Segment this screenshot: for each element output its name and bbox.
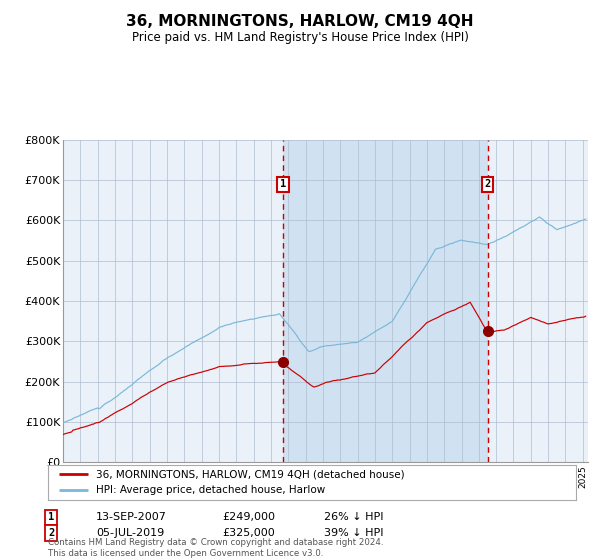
Text: 39% ↓ HPI: 39% ↓ HPI bbox=[324, 528, 383, 538]
Text: £249,000: £249,000 bbox=[222, 512, 275, 522]
Text: Price paid vs. HM Land Registry's House Price Index (HPI): Price paid vs. HM Land Registry's House … bbox=[131, 31, 469, 44]
Text: 1: 1 bbox=[280, 179, 286, 189]
Text: 05-JUL-2019: 05-JUL-2019 bbox=[96, 528, 164, 538]
Text: 36, MORNINGTONS, HARLOW, CM19 4QH: 36, MORNINGTONS, HARLOW, CM19 4QH bbox=[126, 14, 474, 29]
Bar bbox=[283, 140, 488, 462]
Text: 2: 2 bbox=[485, 179, 491, 189]
Text: 13-SEP-2007: 13-SEP-2007 bbox=[96, 512, 167, 522]
Text: 26% ↓ HPI: 26% ↓ HPI bbox=[324, 512, 383, 522]
Text: 2: 2 bbox=[48, 528, 54, 538]
Text: £325,000: £325,000 bbox=[222, 528, 275, 538]
Text: HPI: Average price, detached house, Harlow: HPI: Average price, detached house, Harl… bbox=[95, 485, 325, 495]
Text: Contains HM Land Registry data © Crown copyright and database right 2024.
This d: Contains HM Land Registry data © Crown c… bbox=[48, 538, 383, 558]
Text: 1: 1 bbox=[48, 512, 54, 522]
Text: 36, MORNINGTONS, HARLOW, CM19 4QH (detached house): 36, MORNINGTONS, HARLOW, CM19 4QH (detac… bbox=[95, 469, 404, 479]
